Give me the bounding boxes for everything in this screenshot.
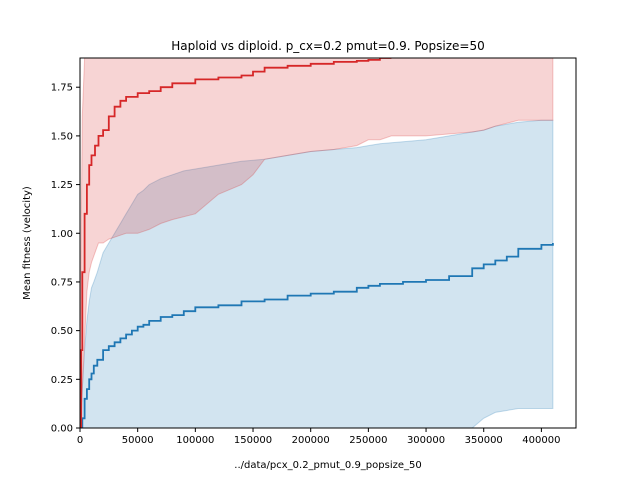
- x-tick-label: 400000: [522, 435, 560, 446]
- x-tick-label: 50000: [122, 435, 154, 446]
- y-tick-label: 1.50: [51, 131, 73, 142]
- series-1-line: [80, 58, 392, 428]
- y-tick-label: 1.75: [51, 83, 73, 94]
- series-2-band: [80, 119, 554, 428]
- series-2-line: [80, 243, 554, 428]
- chart-title: Haploid vs diploid. p_cx=0.2 pmut=0.9. P…: [171, 39, 484, 53]
- x-tick-label: 150000: [234, 435, 272, 446]
- y-tick-label: 1.25: [51, 180, 73, 191]
- axes-frame: [79, 57, 577, 429]
- y-axis-label: Mean fitness (velocity): [22, 186, 33, 300]
- y-tick-label: 0.25: [51, 375, 73, 386]
- x-tick-label: 200000: [292, 435, 330, 446]
- x-tick-label: 250000: [349, 435, 387, 446]
- x-tick-label: 350000: [465, 435, 503, 446]
- x-tick-label: 300000: [407, 435, 445, 446]
- series-1-band: [80, 58, 554, 428]
- plot-area: [80, 58, 554, 428]
- y-tick-label: 1.00: [51, 229, 73, 240]
- y-axis: 0.00 0.25 0.50 0.75 1.00 1.25 1.50 1.75: [51, 83, 80, 435]
- x-axis-label: ../data/pcx_0.2_pmut_0.9_popsize_50: [234, 460, 421, 471]
- y-tick-label: 0.00: [51, 424, 73, 435]
- y-tick-label: 0.50: [51, 326, 73, 337]
- y-tick-label: 0.75: [51, 277, 73, 288]
- x-tick-label: 100000: [176, 435, 214, 446]
- x-tick-label: 0: [77, 435, 83, 446]
- x-axis: 0 50000 100000 150000 200000 250000 300000 3500…: [77, 428, 560, 446]
